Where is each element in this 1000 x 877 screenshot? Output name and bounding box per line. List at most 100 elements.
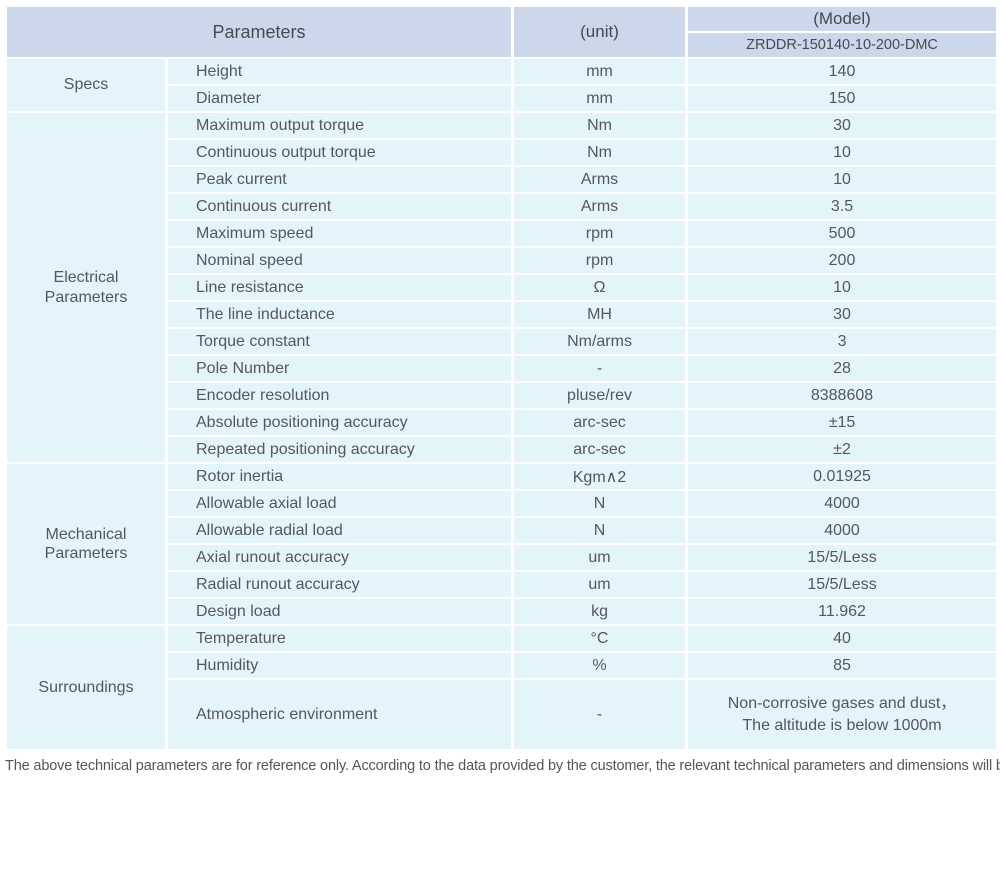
group-label: Mechanical Parameters	[4, 462, 168, 626]
table-row: Radial runout accuracy um 15/5/Less	[6, 570, 1000, 599]
unit-value: pluse/rev	[511, 381, 689, 410]
unit-value: um	[511, 570, 689, 599]
unit-value: arc-sec	[511, 408, 689, 437]
parameter-name: Line resistance	[164, 273, 515, 302]
parameter-name: Radial runout accuracy	[164, 570, 515, 599]
table-row: Allowable axial load N 4000	[6, 489, 1000, 518]
table-row: Axial runout accuracy um 15/5/Less	[6, 543, 1000, 572]
table-row: Surroundings Temperature °C 40	[4, 624, 1000, 751]
unit-value: Nm/arms	[511, 327, 689, 356]
model-value: 140	[685, 57, 1000, 86]
unit-value: Kgm∧2	[511, 462, 689, 491]
model-value: 150	[685, 84, 1000, 113]
footer-note: The above technical parameters are for r…	[5, 758, 1000, 774]
spec-table: Parameters (unit) (Model) ZRDDR-150140-1…	[3, 5, 1000, 751]
parameter-name: Height	[164, 57, 515, 86]
unit-value: -	[511, 678, 689, 751]
parameter-name: Continuous current	[164, 192, 515, 221]
model-value: 10	[685, 138, 1000, 167]
unit-value: Ω	[511, 273, 689, 302]
model-value: 4000	[685, 516, 1000, 545]
unit-value: rpm	[511, 246, 689, 275]
model-value: 30	[685, 300, 1000, 329]
model-value: 10	[685, 165, 1000, 194]
table-row: Maximum speed rpm 500	[6, 219, 1000, 248]
unit-value: mm	[511, 84, 689, 113]
table-row: Electrical Parameters Maximum output torq…	[4, 111, 1000, 464]
unit-value: -	[511, 354, 689, 383]
table-row: Atmospheric environment - Non-corrosive ga…	[6, 678, 1000, 751]
model-value: 11.962	[685, 597, 1000, 626]
table-header-row-1: Parameters (unit) (Model)	[3, 5, 1000, 59]
model-value: 40	[685, 624, 1000, 653]
table-row: Encoder resolution pluse/rev 8388608	[6, 381, 1000, 410]
parameter-name: Temperature	[164, 624, 515, 653]
parameter-name: Diameter	[164, 84, 515, 113]
parameter-name: Axial runout accuracy	[164, 543, 515, 572]
table-row: Humidity% 85	[6, 651, 1000, 680]
model-value: 15/5/Less	[685, 543, 1000, 572]
group-label: Surroundings	[4, 624, 168, 751]
model-value: 3	[685, 327, 1000, 356]
table-row: The line inductance MH 30	[6, 300, 1000, 329]
unit-value: Nm	[511, 111, 689, 140]
parameter-name: Humidity	[164, 651, 515, 680]
parameter-name: Pole Number	[164, 354, 515, 383]
parameter-name: Continuous output torque	[164, 138, 515, 167]
table-row: Absolute positioning accuracy arc-sec ±15	[6, 408, 1000, 437]
table-row: Nominal speed rpm 200	[6, 246, 1000, 275]
model-number: ZRDDR-150140-10-200-DMC	[685, 31, 1000, 59]
model-value: 85	[685, 651, 1000, 680]
parameter-name: Absolute positioning accuracy	[164, 408, 515, 437]
table-row: Specs Height mm 140	[4, 57, 1000, 113]
parameter-name: Encoder resolution	[164, 381, 515, 410]
parameter-name: Allowable axial load	[164, 489, 515, 518]
model-value: 15/5/Less	[685, 570, 1000, 599]
model-value: ±15	[685, 408, 1000, 437]
unit-value: N	[511, 516, 689, 545]
model-value: Non-corrosive gases and dust， The altitu…	[685, 678, 1000, 751]
unit-value: °C	[511, 624, 689, 653]
unit-value: %	[511, 651, 689, 680]
table-row: Continuous current Arms 3.5	[6, 192, 1000, 221]
parameter-name: Atmospheric environment	[164, 678, 515, 751]
table-row: Allowable radial load N 4000	[6, 516, 1000, 545]
table-header-row-2: ZRDDR-150140-10-200-DMC	[6, 31, 1000, 59]
table-row: Repeated positioning accuracy arc-sec ±2	[6, 435, 1000, 464]
unit-value: Arms	[511, 165, 689, 194]
unit-value: um	[511, 543, 689, 572]
parameter-name: Design load	[164, 597, 515, 626]
parameter-name: Allowable radial load	[164, 516, 515, 545]
table-row: Mechanical Parameters Rotor inertia Kgm∧2 0…	[4, 462, 1000, 626]
table-row: Continuous output torque Nm 10	[6, 138, 1000, 167]
model-value: 200	[685, 246, 1000, 275]
unit-value: arc-sec	[511, 435, 689, 464]
model-value: 30	[685, 111, 1000, 140]
unit-value: kg	[511, 597, 689, 626]
parameter-name: The line inductance	[164, 300, 515, 329]
page: Parameters (unit) (Model) ZRDDR-150140-1…	[3, 5, 1000, 774]
table-row: Diameter mm 150	[6, 84, 1000, 113]
unit-value: Nm	[511, 138, 689, 167]
table-row: Torque constant Nm/arms 3	[6, 327, 1000, 356]
unit-value: rpm	[511, 219, 689, 248]
table-row: Peak current Arms 10	[6, 165, 1000, 194]
unit-value: MH	[511, 300, 689, 329]
parameter-name: Maximum speed	[164, 219, 515, 248]
parameter-name: Repeated positioning accuracy	[164, 435, 515, 464]
parameter-name: Peak current	[164, 165, 515, 194]
unit-value: N	[511, 489, 689, 518]
model-value: 0.01925	[685, 462, 1000, 491]
model-value: 10	[685, 273, 1000, 302]
table-row: Design load kg 11.962	[6, 597, 1000, 626]
model-value: 4000	[685, 489, 1000, 518]
model-value: 500	[685, 219, 1000, 248]
unit-value: mm	[511, 57, 689, 86]
model-value: 3.5	[685, 192, 1000, 221]
table-row: Line resistance Ω 10	[6, 273, 1000, 302]
table-row: Pole Number -28	[6, 354, 1000, 383]
parameters-column-header: Parameters	[3, 5, 515, 59]
model-value: 8388608	[685, 381, 1000, 410]
unit-column-header: (unit)	[511, 5, 689, 59]
model-value: 28	[685, 354, 1000, 383]
